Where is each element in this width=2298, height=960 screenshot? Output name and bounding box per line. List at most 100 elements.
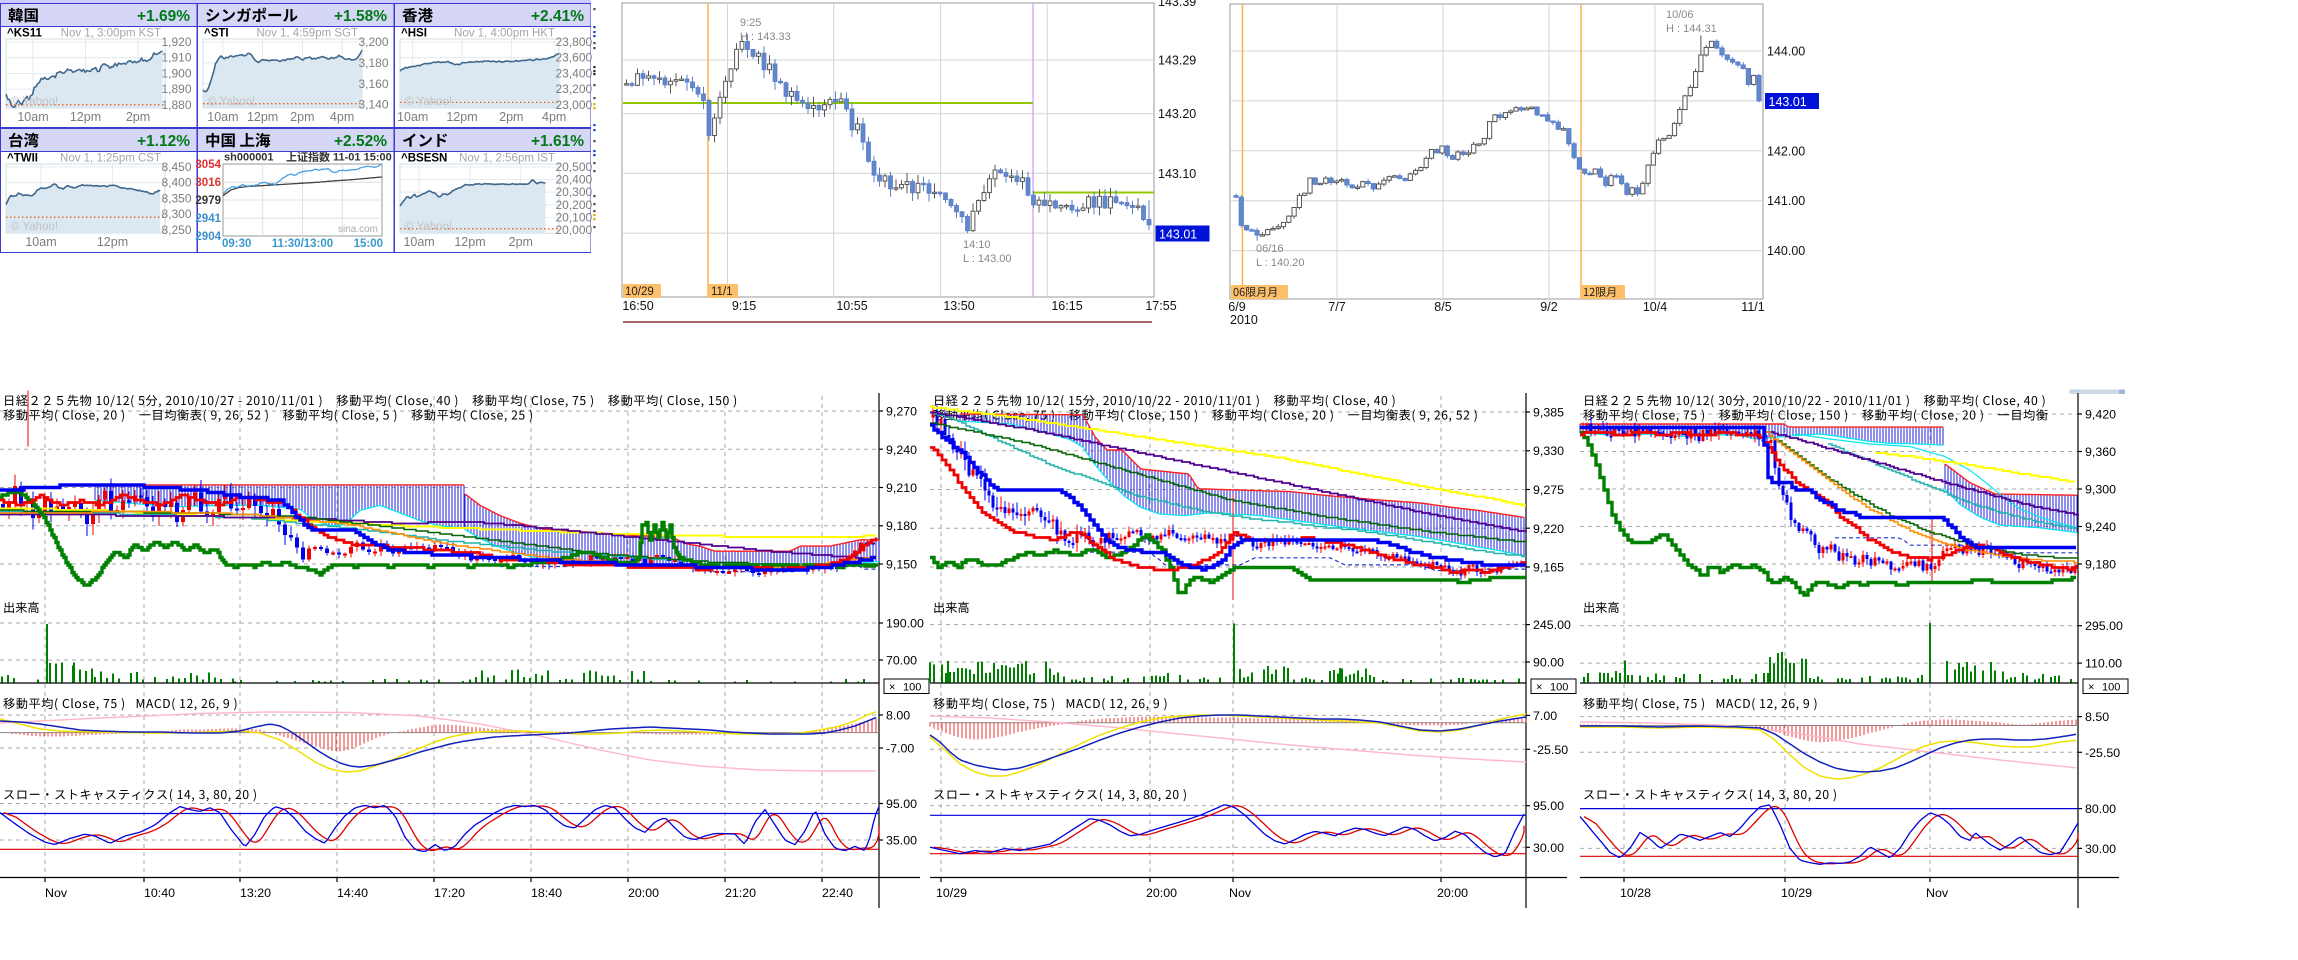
svg-text:3016: 3016 (195, 177, 221, 189)
svg-text:30.00: 30.00 (2085, 842, 2116, 856)
svg-text:8,250: 8,250 (162, 223, 192, 237)
svg-text:8.00: 8.00 (886, 709, 910, 723)
svg-text:12pm: 12pm (446, 110, 477, 124)
svg-text:4pm: 4pm (542, 110, 566, 124)
svg-text:06/16: 06/16 (1256, 243, 1284, 255)
svg-text:© Yahoo!: © Yahoo! (208, 96, 255, 108)
svg-text:+1.58%: +1.58% (334, 8, 387, 25)
svg-text:9,240: 9,240 (2085, 520, 2116, 534)
svg-text:143.01: 143.01 (1159, 228, 1197, 242)
svg-text:+2.41%: +2.41% (531, 8, 584, 25)
svg-text:20,000: 20,000 (556, 223, 593, 237)
svg-text:Nov 1, 2:56pm IST: Nov 1, 2:56pm IST (459, 153, 555, 165)
svg-text:Nov 1, 1:25pm CST: Nov 1, 1:25pm CST (60, 153, 161, 165)
svg-text:20,300: 20,300 (556, 185, 593, 199)
svg-text:+2.52%: +2.52% (334, 133, 387, 150)
svg-text:9,385: 9,385 (1533, 406, 1564, 420)
svg-text:16:50: 16:50 (622, 299, 653, 313)
svg-text:23,000: 23,000 (556, 98, 593, 112)
svg-text:140.00: 140.00 (1767, 244, 1805, 258)
svg-text:12pm: 12pm (70, 110, 101, 124)
svg-text:9,275: 9,275 (1533, 483, 1564, 497)
svg-text:H : 143.33: H : 143.33 (740, 31, 791, 43)
svg-text:23,800: 23,800 (556, 35, 593, 49)
svg-text:H : 144.31: H : 144.31 (1666, 23, 1717, 35)
svg-text:Nov: Nov (1926, 886, 1949, 900)
svg-text:141.00: 141.00 (1767, 194, 1805, 208)
svg-text:110.00: 110.00 (2085, 657, 2122, 671)
svg-text:90.00: 90.00 (1533, 656, 1564, 670)
svg-text:8.50: 8.50 (2085, 710, 2109, 724)
svg-text:8,400: 8,400 (162, 176, 192, 190)
svg-text:1,880: 1,880 (162, 98, 192, 112)
svg-text:9,210: 9,210 (886, 481, 917, 495)
svg-text:09:30: 09:30 (222, 238, 251, 250)
svg-text:9,300: 9,300 (2085, 483, 2116, 497)
svg-text:+1.61%: +1.61% (531, 133, 584, 150)
svg-text:8,450: 8,450 (162, 160, 192, 174)
svg-text:11-01 15:00: 11-01 15:00 (333, 152, 392, 164)
svg-text:3,200: 3,200 (359, 35, 389, 49)
svg-text:9,150: 9,150 (886, 558, 917, 572)
svg-text:70.00: 70.00 (886, 654, 917, 668)
svg-text:10/29: 10/29 (936, 886, 967, 900)
svg-text:10am: 10am (207, 110, 238, 124)
svg-text:95.00: 95.00 (886, 797, 917, 811)
svg-text:^KS11: ^KS11 (7, 28, 42, 40)
svg-text:© Yahoo!: © Yahoo! (405, 221, 452, 233)
svg-text:10am: 10am (25, 235, 56, 249)
svg-text:1,890: 1,890 (162, 82, 192, 96)
svg-text:9,220: 9,220 (1533, 522, 1564, 536)
svg-text:295.00: 295.00 (2085, 619, 2123, 633)
svg-text:9,165: 9,165 (1533, 561, 1564, 575)
svg-text:20,500: 20,500 (556, 160, 593, 174)
svg-text:20,100: 20,100 (556, 210, 593, 224)
svg-text:12pm: 12pm (454, 235, 485, 249)
svg-text:10/29: 10/29 (1781, 886, 1812, 900)
svg-text:Nov 1, 4:59pm SGT: Nov 1, 4:59pm SGT (256, 28, 358, 40)
svg-text:17:55: 17:55 (1145, 299, 1176, 313)
svg-text:15:00: 15:00 (354, 238, 383, 250)
svg-text:L : 143.00: L : 143.00 (963, 253, 1012, 265)
svg-text:sina.com: sina.com (338, 224, 378, 235)
svg-text:10:55: 10:55 (836, 299, 867, 313)
svg-text:20:00: 20:00 (628, 886, 659, 900)
svg-text:+1.69%: +1.69% (137, 8, 190, 25)
svg-text:80.00: 80.00 (2085, 802, 2116, 816)
svg-text:4pm: 4pm (330, 110, 354, 124)
svg-text:20:00: 20:00 (1146, 886, 1177, 900)
svg-text:8/5: 8/5 (1434, 300, 1451, 314)
svg-text:10/28: 10/28 (1620, 886, 1651, 900)
svg-text:2904: 2904 (195, 231, 221, 243)
svg-text:9,180: 9,180 (2085, 558, 2116, 572)
svg-text:144.00: 144.00 (1767, 45, 1805, 59)
svg-text:23,200: 23,200 (556, 82, 593, 96)
svg-text:© Yahoo!: © Yahoo! (405, 96, 452, 108)
svg-text:142.00: 142.00 (1767, 144, 1805, 158)
svg-text:9:25: 9:25 (740, 17, 761, 29)
svg-text:13:20: 13:20 (240, 886, 271, 900)
svg-text:3,140: 3,140 (359, 98, 389, 112)
svg-text:17:20: 17:20 (434, 886, 465, 900)
svg-text:Nov: Nov (45, 886, 68, 900)
svg-text:10/06: 10/06 (1666, 9, 1694, 21)
svg-text:10am: 10am (17, 110, 48, 124)
svg-text:35.00: 35.00 (886, 834, 917, 848)
svg-text:143.01: 143.01 (1769, 95, 1807, 109)
svg-text:2010: 2010 (1230, 313, 1258, 327)
svg-text:×: × (889, 682, 895, 694)
svg-text:245.00: 245.00 (1533, 618, 1571, 632)
svg-text:20,200: 20,200 (556, 198, 593, 212)
svg-text:7.00: 7.00 (1533, 709, 1557, 723)
svg-text:×: × (1536, 682, 1542, 694)
svg-text:10/29: 10/29 (625, 286, 654, 298)
svg-text:22:40: 22:40 (822, 886, 853, 900)
svg-text:23,600: 23,600 (556, 51, 593, 65)
svg-text:© Yahoo!: © Yahoo! (11, 221, 58, 233)
svg-text:sh000001: sh000001 (224, 152, 274, 164)
svg-text:21:20: 21:20 (725, 886, 756, 900)
svg-text:20,400: 20,400 (556, 173, 593, 187)
svg-text:2979: 2979 (195, 195, 221, 207)
svg-text:2pm: 2pm (126, 110, 150, 124)
svg-text:9,360: 9,360 (2085, 445, 2116, 459)
